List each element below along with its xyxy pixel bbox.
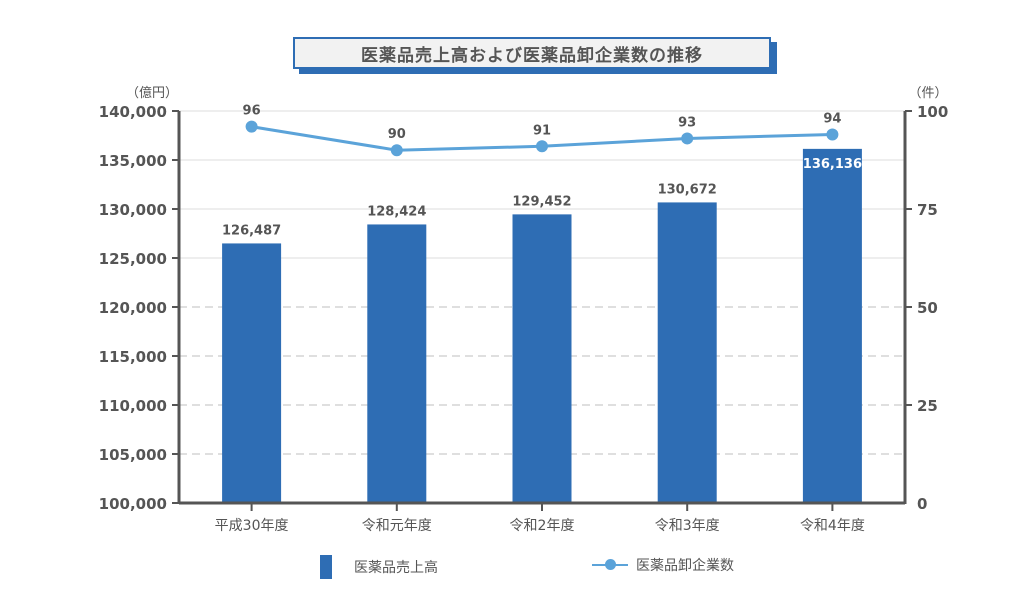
x-axis-category-label: 平成30年度 (215, 518, 289, 534)
line-value-label: 94 (823, 112, 841, 127)
bar (802, 148, 862, 504)
chart-title-box: 医薬品売上高および医薬品卸企業数の推移 (293, 37, 777, 74)
bar-value-label: 136,136 (803, 157, 862, 172)
line-marker (245, 120, 258, 133)
bar-value-label: 126,487 (222, 223, 281, 238)
chart-title: 医薬品売上高および医薬品卸企業数の推移 (293, 37, 771, 69)
legend-label-companies: 医薬品卸企業数 (636, 558, 734, 574)
right-axis-tick-label: 0 (917, 495, 927, 513)
data-labels: 126,487 128,424 129,452 130,672 136,136 96 90 9… (222, 104, 862, 239)
right-axis-tick-label: 25 (917, 397, 938, 415)
line-marker (681, 132, 694, 145)
line-value-label: 90 (388, 127, 406, 142)
left-axis-tick-label: 105,000 (99, 446, 167, 464)
bar-value-label: 129,452 (512, 194, 571, 209)
left-axis-tick-label: 110,000 (99, 397, 167, 415)
legend-item-sales: 医薬品売上高 (320, 555, 438, 579)
line-marker (826, 128, 839, 141)
x-axis-category-label: 令和3年度 (655, 518, 720, 534)
right-axis-tick-label: 100 (917, 103, 948, 121)
line-value-label: 96 (243, 104, 261, 119)
bar (222, 243, 282, 503)
line-marker (536, 140, 548, 153)
bar (512, 214, 572, 503)
gridlines (179, 110, 905, 455)
x-axis-category-label: 令和2年度 (510, 518, 575, 534)
right-axis-tick-label: 50 (917, 299, 938, 317)
right-axis-unit: （件） (908, 86, 947, 101)
line-value-label: 91 (533, 123, 551, 138)
x-axis-category-label: 令和元年度 (362, 518, 432, 534)
left-axis-tick-label: 120,000 (99, 299, 167, 317)
legend-item-companies: 医薬品卸企業数 (592, 555, 734, 575)
left-axis-tick-label: 125,000 (99, 250, 167, 268)
line-series (245, 120, 839, 157)
legend-label-sales: 医薬品売上高 (354, 560, 438, 576)
bar (367, 224, 427, 503)
left-axis-tick-label: 140,000 (99, 103, 167, 121)
left-axis-tick-label: 115,000 (99, 348, 167, 366)
line-marker (390, 144, 403, 157)
right-axis-tick-label: 75 (917, 201, 938, 219)
axes: 100,000 105,000 110,000 115,000 120,000 125,0… (99, 103, 949, 534)
bar-series (222, 148, 862, 504)
left-axis-tick-label: 135,000 (99, 152, 167, 170)
left-axis-unit: （億円） (126, 85, 178, 101)
left-axis-tick-label: 130,000 (99, 201, 167, 219)
x-axis-category-label: 令和4年度 (800, 518, 865, 534)
bar-value-label: 130,672 (658, 182, 717, 197)
bar (657, 202, 717, 503)
legend-line-marker-icon (592, 559, 628, 570)
left-axis-tick-label: 100,000 (99, 495, 167, 513)
bar-value-label: 128,424 (367, 204, 426, 219)
line-value-label: 93 (678, 115, 696, 130)
legend-bar-swatch (320, 555, 332, 579)
